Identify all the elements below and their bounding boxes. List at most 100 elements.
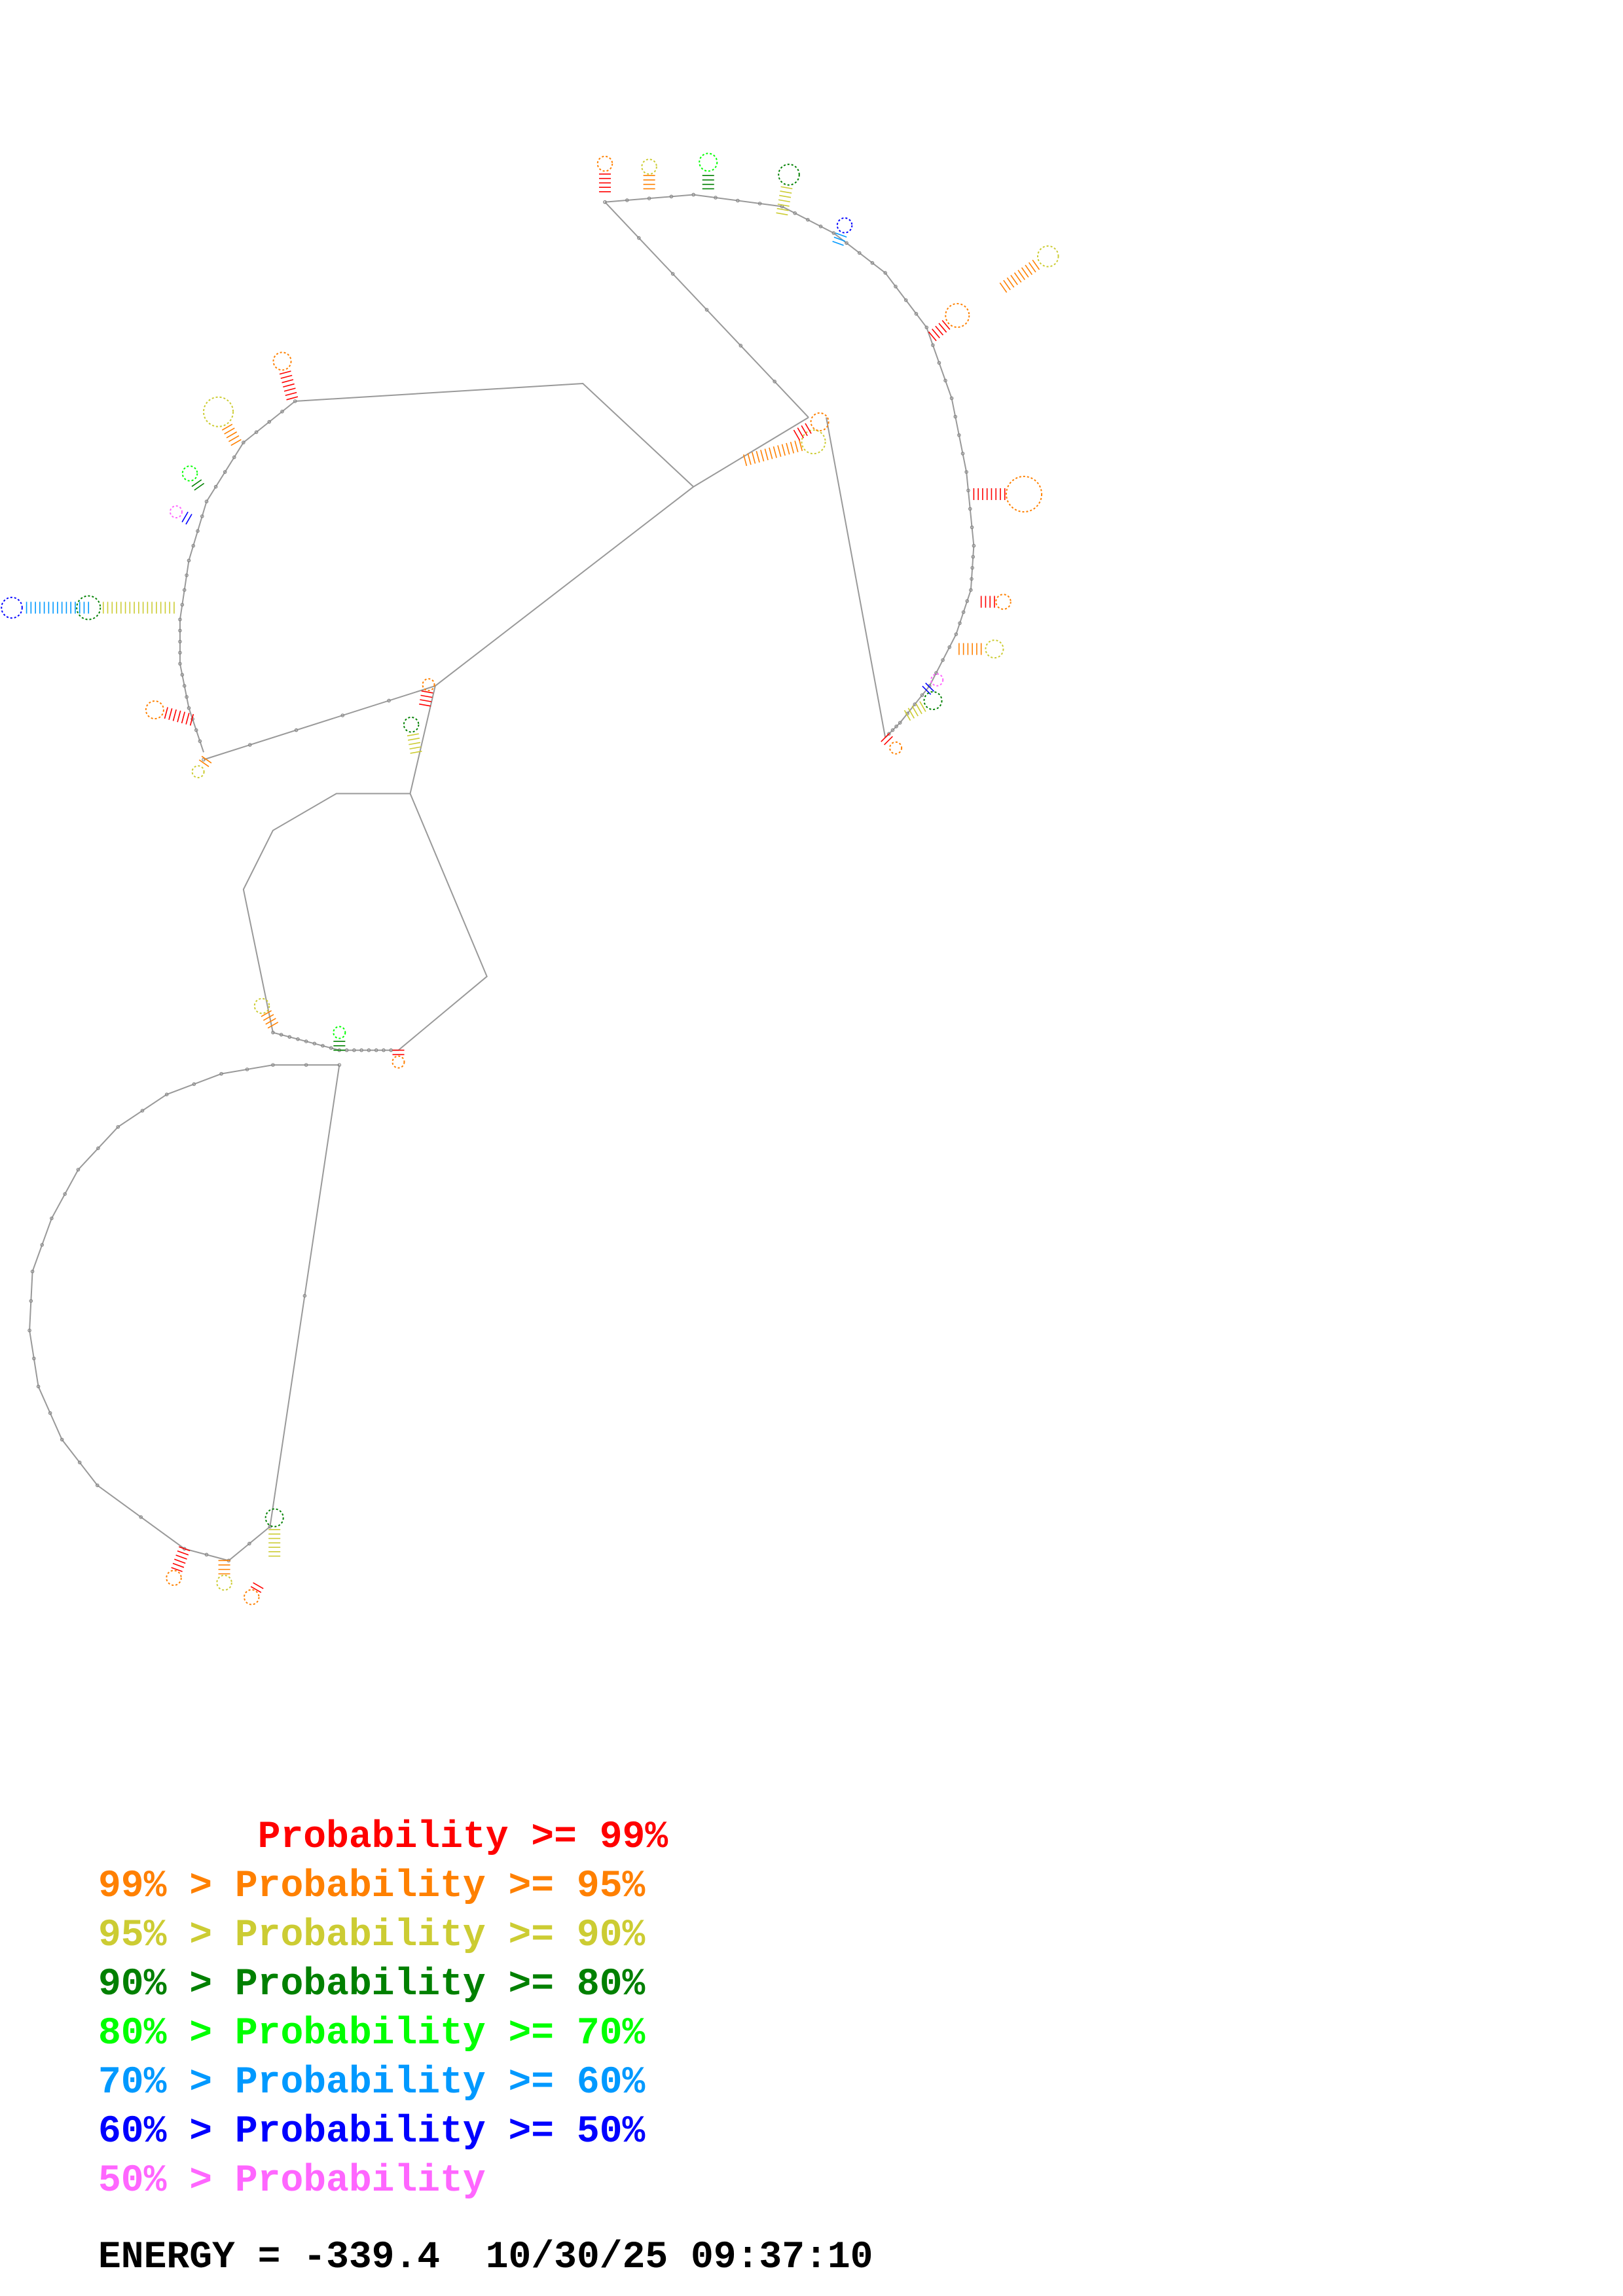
nucleotide [140, 1109, 145, 1113]
hairpin [403, 716, 422, 754]
nucleotide [704, 308, 709, 312]
nucleotide [793, 211, 797, 215]
nucleotide [670, 272, 675, 276]
nucleotide [903, 298, 908, 302]
hairpin [999, 245, 1059, 293]
hairpin [596, 155, 613, 192]
nucleotide [340, 713, 345, 717]
energy-label: ENERGY = [98, 2236, 281, 2279]
nucleotide [883, 271, 887, 275]
nucleotide [329, 1046, 333, 1050]
nucleotide [943, 378, 947, 383]
nucleotide [279, 1033, 283, 1037]
probability-legend: Probability >= 99% 99% > Probability >= 9… [98, 1813, 1080, 2206]
energy-footer: ENERGY = -339.4 10/30/25 09:37:10 [98, 2233, 873, 2282]
hairpin [928, 302, 970, 342]
nucleotide [267, 420, 272, 424]
nucleotide [964, 470, 968, 474]
hairpin [145, 700, 194, 726]
nucleotide [870, 260, 875, 265]
nucleotide [736, 198, 740, 203]
nucleotide [894, 725, 898, 728]
nucleotide [382, 1048, 386, 1052]
hairpin [881, 732, 903, 755]
nucleotide [966, 488, 970, 493]
nucleotide [178, 662, 182, 666]
nucleotide [321, 1044, 325, 1048]
nucleotide [204, 1552, 209, 1557]
nucleotide [818, 224, 823, 228]
nucleotide-dots [27, 192, 976, 1563]
nucleotide [287, 1035, 292, 1039]
nucleotide [223, 470, 227, 474]
nucleotide [757, 202, 762, 206]
nucleotide [714, 196, 718, 200]
nucleotide [194, 728, 198, 732]
legend-row: Probability >= 99% [98, 1816, 668, 1859]
energy-value: -339.4 [303, 2236, 441, 2279]
nucleotide [304, 1039, 308, 1043]
nucleotide [36, 1384, 41, 1389]
nucleotide [254, 430, 259, 435]
nucleotide [76, 1168, 81, 1172]
nucleotide [941, 658, 945, 662]
nucleotide [669, 194, 674, 199]
nucleotide [187, 558, 191, 563]
hairpin [76, 595, 175, 620]
nucleotide [894, 284, 898, 289]
nucleotide [337, 1063, 342, 1067]
nucleotide [139, 1515, 143, 1519]
legend-row: 90% > Probability >= 80% [98, 1964, 646, 2006]
nucleotide [312, 1041, 317, 1046]
legend-row: 99% > Probability >= 95% [98, 1865, 646, 1908]
nucleotide [389, 1048, 393, 1052]
nucleotide [937, 361, 941, 365]
nucleotide [958, 621, 962, 625]
hairpin [776, 164, 800, 216]
hairpin [1, 596, 90, 619]
backbone-segment [29, 1064, 340, 1562]
nucleotide [965, 599, 970, 603]
nucleotide [187, 706, 191, 710]
nucleotide [691, 192, 696, 197]
nucleotide [213, 484, 218, 489]
hairpin [392, 1049, 405, 1069]
hairpin [742, 429, 826, 467]
nucleotide [27, 1328, 31, 1333]
hairpin [191, 755, 212, 779]
nucleotide [947, 645, 952, 649]
hairpin-stems [1, 152, 1059, 1605]
hairpin [641, 158, 657, 190]
nucleotide [387, 698, 391, 703]
nucleotide [198, 739, 202, 744]
nucleotide [969, 588, 973, 592]
nucleotide [931, 343, 935, 348]
nucleotide [60, 1437, 64, 1442]
hairpin [419, 678, 435, 707]
nucleotide [77, 1460, 82, 1465]
nucleotide [970, 565, 974, 570]
nucleotide [845, 241, 848, 245]
nucleotide [271, 1030, 275, 1035]
hairpin [333, 1026, 346, 1051]
backbone-segment [826, 417, 886, 738]
nucleotide [954, 632, 958, 636]
hairpin [973, 475, 1043, 513]
backbone-segment [203, 486, 694, 761]
nucleotide [920, 693, 924, 697]
legend-row: 70% > Probability >= 60% [98, 2062, 646, 2104]
nucleotide [302, 1294, 307, 1298]
nucleotide [806, 217, 810, 222]
nucleotide [304, 1063, 308, 1067]
nucleotide [961, 610, 966, 615]
nucleotide [953, 414, 958, 419]
hairpin [272, 351, 299, 401]
nucleotide [245, 1067, 249, 1071]
nucleotide [29, 1299, 33, 1303]
nucleotide [293, 399, 297, 403]
backbone-segment [409, 685, 436, 794]
nucleotide [50, 1216, 54, 1221]
hairpin [169, 505, 192, 525]
nucleotide [180, 603, 185, 607]
hairpin [166, 1546, 191, 1587]
